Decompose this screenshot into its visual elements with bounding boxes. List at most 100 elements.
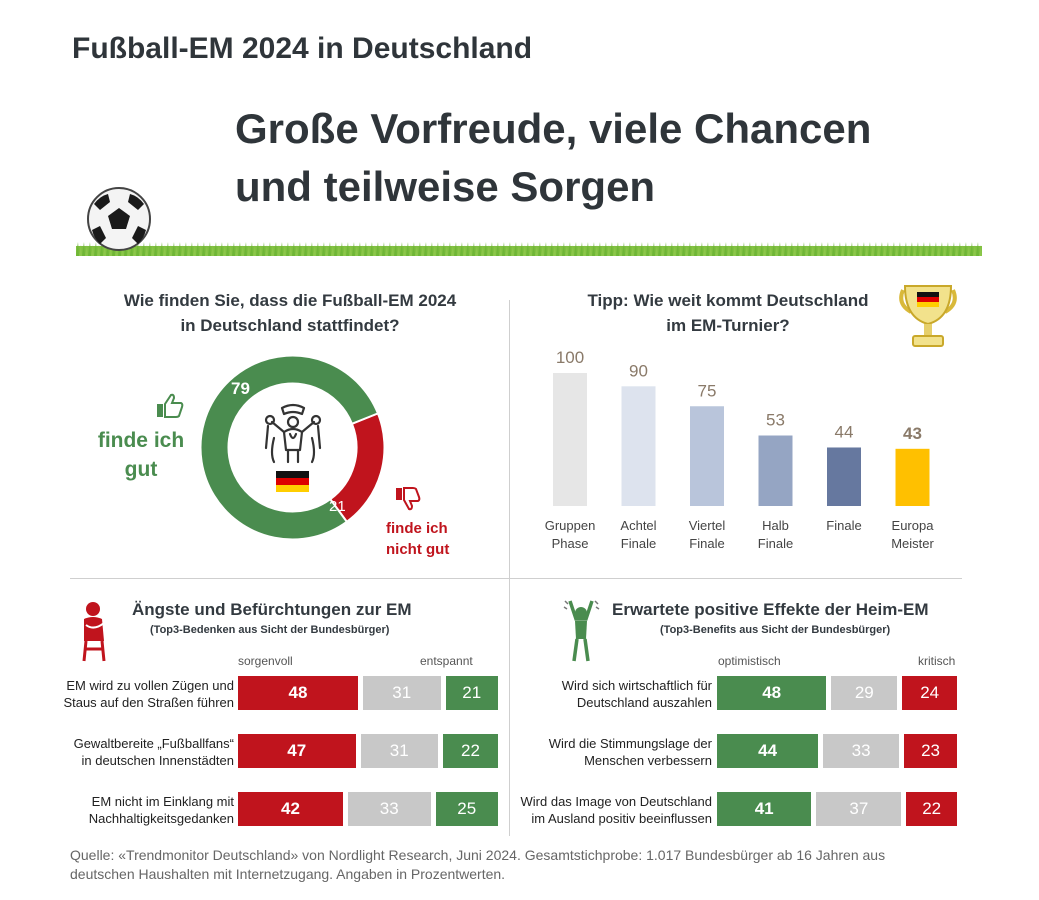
row-label-0: EM wird zu vollen Zügen und Staus auf den… <box>20 677 234 711</box>
tournament-bar-0 <box>553 373 587 506</box>
legend-bad: finde ich nicht gut <box>386 518 449 560</box>
source-line-1: Quelle: «Trendmonitor Deutschland» von N… <box>70 847 886 863</box>
tournament-question-line-1: Tipp: Wie weit kommt Deutschland <box>587 291 869 310</box>
tournament-label-0-1: Phase <box>552 536 589 551</box>
tournament-label-5-0: Europa <box>892 518 935 533</box>
cheering-person-icon <box>563 600 600 662</box>
row-label-2: Wird das Image von Deutschland im Ausland… <box>510 793 712 827</box>
fears-left-label: sorgenvoll <box>238 654 293 668</box>
donut-question-line-1: Wie finden Sie, dass die Fußball-EM 2024 <box>123 291 457 310</box>
row-label-2-line-0: EM nicht im Einklang mit <box>91 794 234 809</box>
title-line-1: Große Vorfreude, viele Chancen <box>235 105 872 152</box>
segment-0-0: 48 <box>238 676 358 710</box>
segment-2-0: 42 <box>238 792 343 826</box>
legend-good-line-2: gut <box>124 458 158 481</box>
segment-0-1: 29 <box>831 676 898 710</box>
page-header: Fußball-EM 2024 in Deutschland <box>72 32 533 65</box>
segment-0-1: 31 <box>363 676 441 710</box>
segment-1-2: 23 <box>904 734 957 768</box>
tournament-label-2-0: Viertel <box>689 518 726 533</box>
tournament-bar-4 <box>827 447 861 506</box>
tournament-label-3-0: Halb <box>762 518 789 533</box>
row-label-2-line-1: im Ausland positiv beeinflussen <box>531 811 712 826</box>
row-label-0: Wird sich wirtschaftlich für Deutschland … <box>510 677 712 711</box>
row-label-1-line-1: in deutschen Innenstädten <box>81 753 234 768</box>
trophy-icon <box>899 285 957 347</box>
row-label-2: EM nicht im Einklang mit Nachhaltigkeitsg… <box>20 793 234 827</box>
segment-1-0: 47 <box>238 734 356 768</box>
segment-1-1: 31 <box>360 734 438 768</box>
tournament-value-1: 90 <box>629 361 648 380</box>
tournament-label-3-1: Finale <box>758 536 793 551</box>
row-label-1: Gewaltbereite „Fußballfans“ in deutschen … <box>20 735 234 769</box>
page-title: Große Vorfreude, viele Chancen und teilw… <box>235 100 871 216</box>
tournament-value-2: 75 <box>698 381 717 400</box>
germany-flag-icon <box>276 471 309 492</box>
segment-1-1: 33 <box>823 734 900 768</box>
soccer-ball-icon <box>87 187 151 251</box>
row-label-1-line-0: Wird die Stimmungslage der <box>548 736 712 751</box>
row-label-1-line-0: Gewaltbereite „Fußballfans“ <box>73 736 234 751</box>
segment-0-2: 21 <box>445 676 498 710</box>
tournament-value-3: 53 <box>766 411 785 430</box>
row-label-1: Wird die Stimmungslage der Menschen verbe… <box>510 735 712 769</box>
legend-good-line-1: finde ich <box>97 429 185 452</box>
tournament-value-0: 100 <box>556 348 584 367</box>
donut-question: Wie finden Sie, dass die Fußball-EM 2024… <box>60 288 520 338</box>
benefits-subtitle: (Top3-Benefits aus Sicht der Bundesbürge… <box>660 624 891 636</box>
donut-value-good: 79 <box>231 379 250 398</box>
segment-1-0: 44 <box>717 734 819 768</box>
thumbs-up-icon <box>157 393 184 418</box>
tournament-bar-1 <box>621 386 656 506</box>
tournament-value-4: 44 <box>835 422 854 441</box>
title-line-2: und teilweise Sorgen <box>235 163 656 210</box>
tournament-label-5-1: Meister <box>891 536 934 551</box>
fears-subtitle: (Top3-Bedenken aus Sicht der Bundesbürge… <box>150 624 390 636</box>
fears-right-label: entspannt <box>420 654 473 668</box>
benefits-right-label: kritisch <box>918 654 956 668</box>
tournament-bar-3 <box>758 435 793 506</box>
fears-title: Ängste und Befürchtungen zur EM <box>132 600 412 619</box>
horizontal-divider <box>70 578 962 579</box>
row-label-2-line-1: Nachhaltigkeitsgedanken <box>88 811 234 826</box>
segment-2-1: 37 <box>816 792 902 826</box>
fan-icon <box>264 403 322 464</box>
fears-bar-chart: EM wird zu vollen Zügen und Staus auf den… <box>20 672 510 832</box>
segment-1-2: 22 <box>443 734 498 768</box>
donut-chart <box>199 354 386 541</box>
legend-bad-line-2: nicht gut <box>386 541 450 558</box>
segment-0-2: 24 <box>902 676 957 710</box>
benefits-left-label: optimistisch <box>718 654 781 668</box>
segment-2-2: 22 <box>906 792 957 826</box>
tournament-label-2-1: Finale <box>689 536 724 551</box>
row-label-0-line-0: Wird sich wirtschaftlich für <box>561 678 712 693</box>
benefits-title: Erwartete positive Effekte der Heim-EM <box>612 600 929 619</box>
tournament-question: Tipp: Wie weit kommt Deutschland im EM-T… <box>548 288 908 338</box>
legend-good: finde ich gut <box>96 426 186 484</box>
segment-2-1: 33 <box>348 792 431 826</box>
row-label-0-line-1: Staus auf den Straßen führen <box>63 695 234 710</box>
tournament-bar-chart: 100 Gruppen Phase 90 Achtel Finale 75 Viertel Fi… <box>545 348 935 551</box>
donut-value-bad: 21 <box>329 498 346 515</box>
tournament-bar-5 <box>895 448 930 506</box>
donut-slice-0 <box>199 354 380 541</box>
legend-bad-line-1: finde ich <box>386 520 448 537</box>
row-label-0-line-0: EM wird zu vollen Zügen und <box>66 678 234 693</box>
thumbs-down-icon <box>396 487 421 511</box>
segment-2-0: 41 <box>717 792 812 826</box>
tournament-question-line-2: im EM-Turnier? <box>666 316 790 335</box>
row-label-1-line-1: Menschen verbessern <box>584 753 712 768</box>
row-label-2-line-0: Wird das Image von Deutschland <box>520 794 712 809</box>
vertical-divider <box>509 300 510 836</box>
tournament-value-5: 43 <box>903 424 922 443</box>
row-label-0-line-1: Deutschland auszahlen <box>576 695 712 710</box>
source-note: Quelle: «Trendmonitor Deutschland» von N… <box>70 846 970 884</box>
worried-person-icon <box>82 602 106 662</box>
segment-2-2: 25 <box>435 792 498 826</box>
tournament-label-0-0: Gruppen <box>545 518 596 533</box>
tournament-bar-2 <box>690 406 724 506</box>
tournament-label-1-0: Achtel <box>620 518 656 533</box>
grass-decoration <box>76 238 982 256</box>
source-line-2: deutschen Haushalten mit Internetzugang.… <box>70 866 506 882</box>
tournament-label-4-0: Finale <box>826 518 861 533</box>
